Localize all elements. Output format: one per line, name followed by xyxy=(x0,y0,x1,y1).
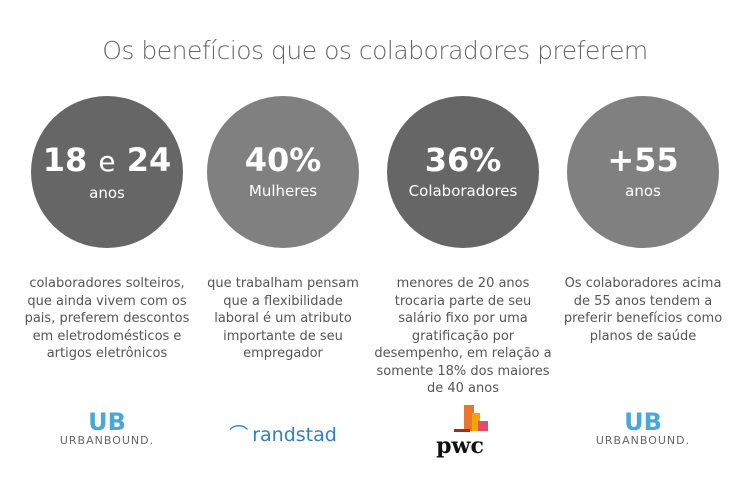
stat-circle-employees: 36% Colaboradores xyxy=(387,96,539,248)
stat-number: 18 xyxy=(42,141,88,179)
stat-description: menores de 20 anos trocaria parte de seu… xyxy=(374,276,552,396)
stat-number: 36% xyxy=(424,141,502,179)
page-title: Os benefícios que os colaboradores prefe… xyxy=(102,36,648,65)
stat-description: colaboradores solteiros, que ainda vivem… xyxy=(24,276,190,361)
stat-circle-women: 40% Mulheres xyxy=(207,96,359,248)
urbanbound-logo: UB URBANBOUND. xyxy=(595,408,691,447)
stat-circle-55: +55 anos xyxy=(567,96,719,248)
randstad-logo: ⌒ randstad xyxy=(229,424,337,446)
stat-number: 40% xyxy=(244,141,322,179)
stat-number: 24 xyxy=(126,141,172,179)
stat-circle-age: 18 e 24 anos xyxy=(31,96,183,248)
pwc-logo: pwc xyxy=(420,405,500,459)
stat-label: Colaboradores xyxy=(408,182,518,200)
stat-conjunction: e xyxy=(98,145,116,178)
stat-label: anos xyxy=(625,182,661,200)
pwc-blocks-icon xyxy=(454,405,488,432)
stat-description: que trabalham pensam que a flexibilidade… xyxy=(207,276,359,361)
stat-label: Mulheres xyxy=(248,182,318,200)
stat-number: +55 xyxy=(607,141,679,179)
urbanbound-logo: UB URBANBOUND. xyxy=(59,408,155,447)
stat-label: anos xyxy=(89,184,125,202)
stat-description: Os colaboradores acima de 55 anos tendem… xyxy=(563,276,723,344)
